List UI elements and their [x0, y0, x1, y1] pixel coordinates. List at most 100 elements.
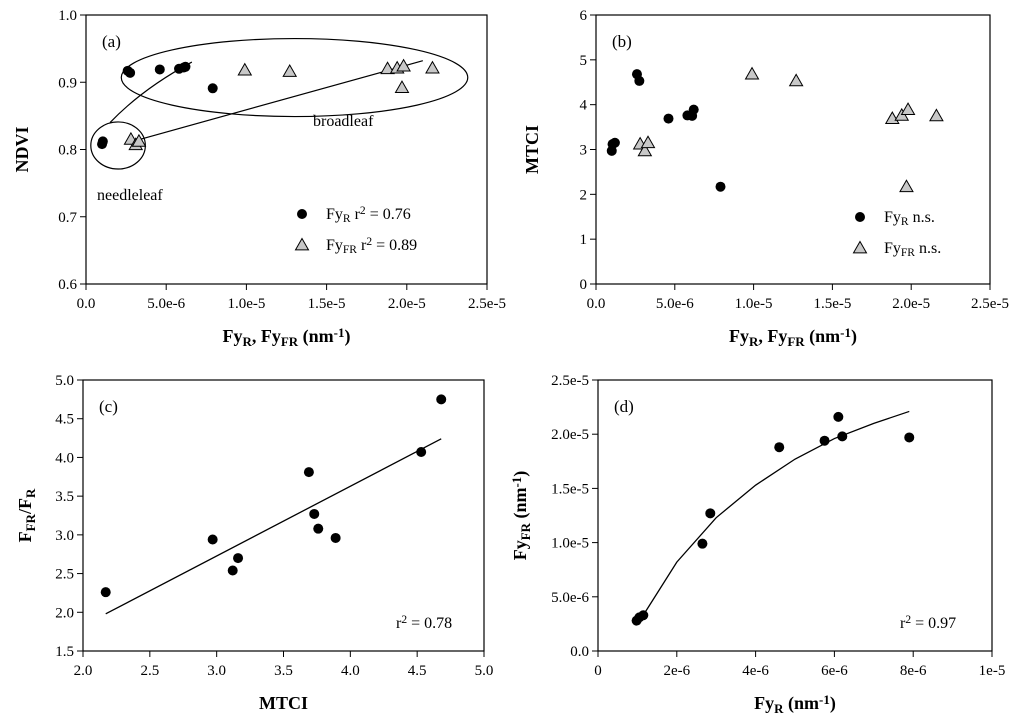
- y-tick-label: 3.0: [55, 528, 74, 544]
- x-tick-label: 0.0: [77, 296, 96, 312]
- x-axis-label-part: (nm: [784, 693, 820, 714]
- data-point-triangle: [929, 108, 944, 122]
- r-squared-annotation-part: = 0.78: [407, 615, 452, 632]
- legend-entry: FyR r2 = 0.76: [326, 205, 411, 225]
- x-axis-label-part: (nm: [805, 326, 841, 347]
- x-tick-label: 2.5: [140, 663, 159, 679]
- legend-entry: FyR n.s.: [884, 209, 935, 228]
- x-tick-label: 5.0e-6: [656, 296, 694, 312]
- legend-entry-part: n.s.: [915, 240, 941, 257]
- broadleaf-group-ellipse: [120, 37, 469, 118]
- data-point-circle: [634, 75, 645, 86]
- x-tick-label: 0.0: [587, 296, 606, 312]
- x-tick-label: 3.0: [207, 663, 226, 679]
- chart-panel-d: 0 2e-6 4e-6 6e-6 8e-6 1e-5 0.0 5.0e-6 1.0e-5 1.5e…: [509, 373, 1005, 716]
- x-tick-label: 6e-6: [821, 663, 848, 679]
- y-tick-label: 3.5: [55, 489, 74, 505]
- y-tick-label: 0.0: [570, 644, 589, 660]
- y-axis-label-part: -1: [509, 477, 524, 488]
- data-point-circle: [663, 113, 674, 124]
- y-axis-label-part: FR: [23, 513, 38, 531]
- x-tick-label: 5.0: [475, 663, 494, 679]
- x-axis-label: FyR, FyFR (nm-1): [729, 325, 857, 349]
- x-tick-label: 2.0: [74, 663, 93, 679]
- x-axis-label-part: R: [243, 334, 253, 349]
- data-point-triangle: [637, 143, 653, 157]
- y-tick-label: 2.5: [55, 567, 74, 583]
- legend-marker-triangle: [852, 240, 868, 254]
- y-tick-label: 2.5e-5: [551, 373, 589, 389]
- data-point-circle: [774, 442, 785, 453]
- legend-marker-circle: [855, 212, 865, 222]
- legend-entry-part: Fy: [884, 240, 901, 257]
- x-axis-label: FyR, FyFR (nm-1): [223, 325, 351, 349]
- legend-entry-part: Fy: [326, 237, 343, 254]
- chart-panel-c: 2.0 2.5 3.0 3.5 4.0 4.5 5.01.52.02.53.03.54.04…: [15, 373, 493, 713]
- y-tick-label: 5.0e-6: [551, 590, 589, 606]
- y-tick-label: 6: [580, 8, 588, 24]
- y-tick-label: 5.0: [55, 373, 74, 389]
- data-point-circle: [609, 137, 620, 148]
- broadleaf-annotation: broadleaf: [313, 113, 374, 130]
- legend-entry-part: n.s.: [909, 209, 935, 226]
- data-point-circle: [154, 64, 165, 75]
- y-tick-label: 2.0e-5: [551, 427, 589, 443]
- data-point-circle: [207, 534, 218, 545]
- x-tick-label: 2.0e-5: [388, 296, 426, 312]
- y-tick-label: 0.8: [58, 143, 77, 159]
- y-axis-label-part: FR: [518, 522, 533, 540]
- data-point-circle: [715, 181, 726, 192]
- y-tick-label: 4.0: [55, 450, 74, 466]
- x-tick-label: 1.5e-5: [813, 296, 851, 312]
- data-point-circle: [697, 538, 708, 549]
- y-tick-label: 4: [580, 98, 588, 114]
- data-point-circle: [97, 136, 108, 147]
- legend-entry-part: r: [351, 206, 361, 223]
- chart-panel-a: 0.0 5.0e-6 1.0e-5 1.5e-5 2.0e-5 2.5e-5 0.6 0.7 0…: [12, 8, 506, 349]
- x-axis-label-part: , Fy: [758, 326, 787, 346]
- y-axis-label: NDVI: [12, 126, 32, 172]
- legend-entry-part: FR: [901, 247, 915, 259]
- y-tick-label: 0.7: [58, 210, 77, 226]
- data-point-circle: [303, 467, 314, 478]
- y-tick-label: 0.6: [58, 277, 77, 293]
- regression-line: [105, 438, 442, 615]
- data-point-triangle: [380, 61, 395, 75]
- x-axis-label-part: -1: [819, 692, 830, 707]
- x-tick-label: 4e-6: [742, 663, 769, 679]
- y-tick-label: 1.0: [58, 8, 77, 24]
- x-tick-label: 8e-6: [900, 663, 927, 679]
- x-axis-label-part: (nm: [298, 326, 334, 347]
- legend-entry-part: = 0.76: [366, 206, 411, 223]
- plot-frame: [597, 379, 993, 652]
- data-point-triangle: [788, 73, 804, 87]
- x-axis-label-part: -1: [334, 325, 345, 340]
- legend-entry: FyFR r2 = 0.89: [326, 236, 417, 256]
- data-point-circle: [416, 447, 427, 458]
- x-tick-label: 4.5: [408, 663, 427, 679]
- data-point-circle: [833, 411, 844, 422]
- y-tick-label: 3: [580, 143, 588, 159]
- r-squared-annotation-part: r: [900, 615, 906, 632]
- y-tick-label: 1.0e-5: [551, 536, 589, 552]
- y-axis-label-part: R: [23, 488, 38, 498]
- x-tick-label: 3.5: [274, 663, 293, 679]
- x-axis-label: FyR (nm-1): [754, 692, 836, 716]
- y-tick-label: 5: [580, 53, 588, 69]
- data-point-triangle: [900, 102, 916, 115]
- r-squared-annotation: r2 = 0.97: [900, 614, 956, 632]
- saturation-fit-curve: [644, 410, 910, 613]
- needleleaf-annotation: needleleaf: [97, 187, 163, 204]
- chart-panel-b: 0.0 5.0e-6 1.0e-5 1.5e-5 2.0e-5 2.5e-5 0 1 2 3 4 5 6…: [522, 8, 1009, 349]
- data-point-circle: [309, 508, 320, 519]
- data-point-circle: [705, 508, 716, 519]
- y-axis-label-part: Fy: [510, 540, 530, 560]
- legend-entry-part: R: [343, 213, 351, 225]
- panel-label: (d): [614, 397, 634, 416]
- y-tick-label: 2: [580, 187, 588, 203]
- y-axis-label-part: F: [15, 531, 35, 542]
- data-point-circle: [638, 610, 649, 621]
- data-point-circle: [313, 523, 324, 534]
- x-axis-label-part: , Fy: [252, 326, 281, 346]
